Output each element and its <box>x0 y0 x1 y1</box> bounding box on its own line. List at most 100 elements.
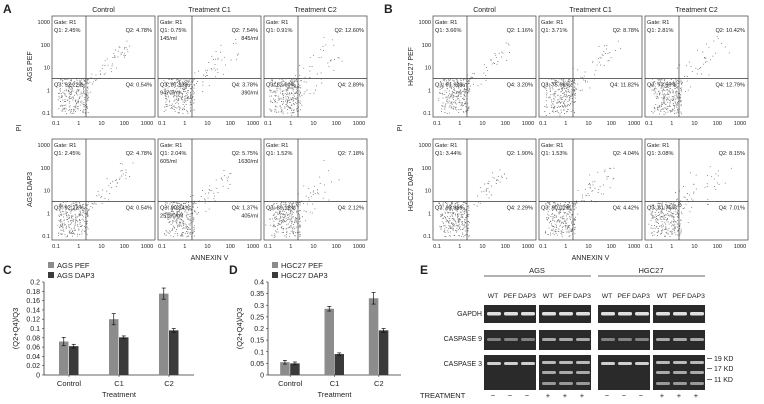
legend-label: AGS DAP3 <box>57 271 95 280</box>
col-title: Control <box>473 7 496 14</box>
bar <box>169 330 179 375</box>
x-tick-label: 0.1 <box>433 244 441 250</box>
x-tick-label: 10 <box>204 121 210 127</box>
blot-band <box>504 338 518 341</box>
blot-band <box>542 312 556 316</box>
x-tick-label: 100 <box>713 121 722 127</box>
blot-band <box>690 371 704 374</box>
x-tick-label: 100 <box>332 244 341 250</box>
gate-label: Gate: R1 <box>160 143 182 149</box>
q2-label: Q2: 5.75% <box>232 151 258 157</box>
col-title: Treatment C2 <box>294 7 337 14</box>
lane-label: DAP3 <box>687 293 705 300</box>
x-tick-label: Control <box>57 379 82 388</box>
x-tick-label: 1000 <box>247 244 259 250</box>
blot-band <box>542 382 556 385</box>
y-tick-label: 1 <box>428 88 431 94</box>
q4-label: Q4: 4.42% <box>613 206 639 212</box>
scatter-points <box>544 167 615 238</box>
q4-label: Q4: 3.78% <box>232 83 258 89</box>
x-tick-label: 1 <box>77 121 80 127</box>
plot-frame <box>538 15 643 118</box>
q3-label: Q3: 90.84% <box>160 206 190 212</box>
blot-band <box>673 361 687 364</box>
count-label: 845/ml <box>241 36 258 42</box>
bar <box>69 346 79 375</box>
treatment-mark: − <box>525 391 530 400</box>
x-tick-label: 100 <box>501 244 510 250</box>
y-tick-label: 0.25 <box>250 314 264 321</box>
panel-letters: A B C D E <box>3 2 428 277</box>
treatment-label: TREATMENT <box>420 391 466 400</box>
x-tick-label: 100 <box>607 121 616 127</box>
blot-band <box>656 361 670 364</box>
blot-band <box>521 338 535 341</box>
x-tick-label: 1000 <box>628 244 640 250</box>
q3-label: Q3: 92.38% <box>435 206 465 212</box>
plot-frame <box>432 15 537 118</box>
blot-band <box>690 382 704 385</box>
plot-frame <box>51 15 156 118</box>
y-tick-label: 0.1 <box>423 234 431 240</box>
x-tick-label: 100 <box>120 121 129 127</box>
x-tick-label: 100 <box>713 244 722 250</box>
x-tick-label: 1 <box>670 121 673 127</box>
y-tick-label: 10 <box>425 66 431 72</box>
bar <box>334 354 344 375</box>
blot-band <box>601 338 615 341</box>
treatment-mark: − <box>508 391 513 400</box>
plot-frame <box>263 15 368 118</box>
blot-band <box>576 312 590 316</box>
blot-band <box>576 371 590 374</box>
bar <box>324 308 334 375</box>
x-tick-label: 1 <box>289 121 292 127</box>
flow-plot: Gate: R1 Q1: 0.75% Q2: 7.54% Q3: 87.93% Q4: … <box>157 15 262 118</box>
treatment-mark: − <box>605 391 610 400</box>
flow-plot: Gate: R1 Q1: 1.53% Q2: 4.04% Q3: 90.01% Q4: … <box>538 138 643 241</box>
panel-letter-b: B <box>384 2 393 16</box>
panel-a-flow-grid: Control Treatment C1 Treatment C2 Gate: R1 Q… <box>16 7 368 262</box>
x-tick-label: 1000 <box>141 244 153 250</box>
blot-band <box>504 312 518 316</box>
q4-label: Q4: 0.54% <box>126 83 152 89</box>
x-tick-label: 1000 <box>247 121 259 127</box>
y-axis-label: PI <box>16 125 23 132</box>
q1-label: Q1: 2.45% <box>54 151 80 157</box>
lane-label: WT <box>543 293 554 300</box>
treatment-mark: − <box>639 391 644 400</box>
y-tick-label: 0 <box>260 373 264 380</box>
x-tick-label: C1 <box>114 379 124 388</box>
blot-band <box>521 312 535 316</box>
x-tick-label: 0.1 <box>645 121 653 127</box>
y-tick-label: 0.2 <box>254 326 264 333</box>
blot-band <box>656 382 670 385</box>
treatment-mark: − <box>491 391 496 400</box>
q2-label: Q2: 4.78% <box>126 28 152 34</box>
x-tick-label: 1 <box>458 244 461 250</box>
y-tick-label: 1 <box>47 88 50 94</box>
legend-label: AGS PEF <box>57 261 90 270</box>
q2-label: Q2: 1.90% <box>507 151 533 157</box>
lane-label: PEF <box>503 293 516 300</box>
x-tick-label: 100 <box>501 121 510 127</box>
y-tick-label: 0.3 <box>254 303 264 310</box>
col-title: Treatment C2 <box>675 7 718 14</box>
y-tick-label: 1000 <box>419 20 431 26</box>
blot-band <box>504 362 518 365</box>
x-tick-label: 10 <box>98 121 104 127</box>
x-tick-label: 1000 <box>734 121 746 127</box>
y-tick-label: 1 <box>428 211 431 217</box>
blot-band <box>673 371 687 374</box>
x-tick-label: 1 <box>564 244 567 250</box>
x-tick-label: 1000 <box>522 244 534 250</box>
y-tick-label: 0.1 <box>42 111 50 117</box>
flow-plot: Gate: R1 Q1: 1.52% Q2: 7.18% Q3: 89.18% Q4: … <box>263 138 368 241</box>
q1-label: Q1: 2.81% <box>647 28 673 34</box>
blot-band <box>559 312 573 316</box>
lane-label: WT <box>657 293 668 300</box>
x-tick-label: 0.1 <box>539 244 547 250</box>
gate-label: Gate: R1 <box>647 143 669 149</box>
gate-label: Gate: R1 <box>435 20 457 26</box>
y-axis-label: (Q2+Q4)/Q3 <box>11 308 20 349</box>
scatter-points <box>651 36 730 116</box>
